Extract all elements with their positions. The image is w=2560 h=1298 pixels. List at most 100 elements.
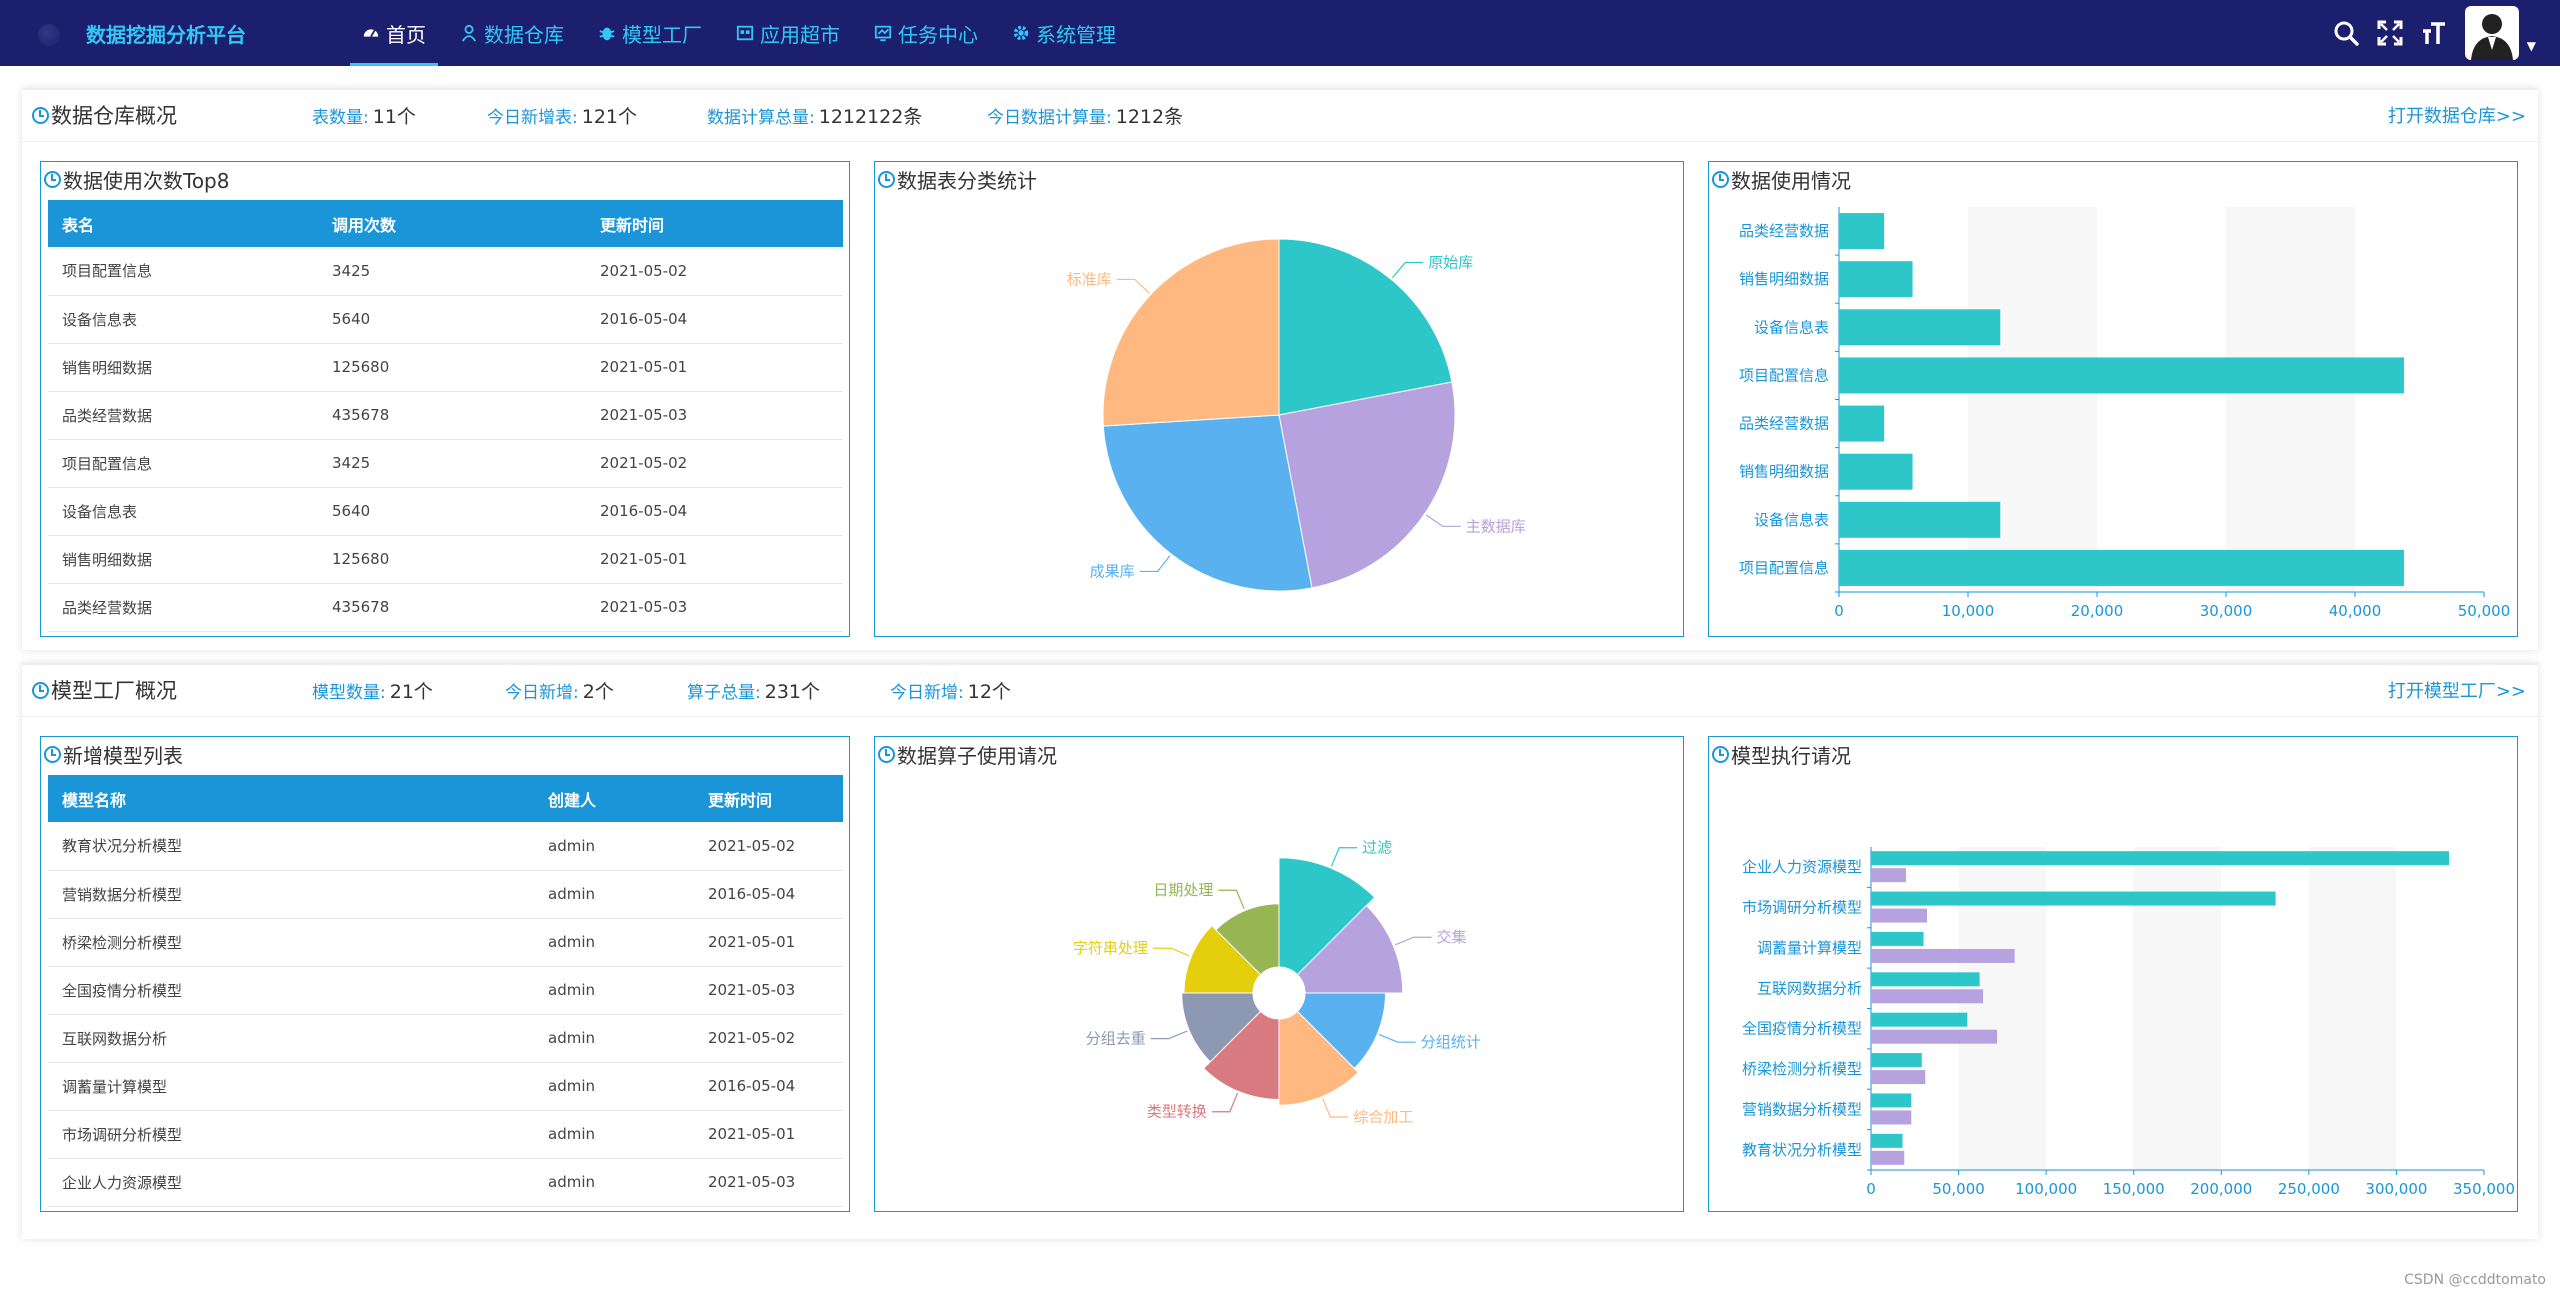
stat-table-count: 表数量: 11个 xyxy=(312,102,416,129)
nav-label-home: 首页 xyxy=(386,22,426,47)
fullscreen-button[interactable] xyxy=(2377,20,2403,46)
usage-bar-chart: 0 10,000 20,000 30,000 40,000 50,000项目配置信息设备信… xyxy=(1739,207,2510,620)
column-header: 调用次数 xyxy=(318,200,586,247)
panel-title-text: 数据使用情况 xyxy=(1731,169,1851,193)
nav-item-home[interactable]: 首页 xyxy=(350,0,438,66)
rose-slice xyxy=(1278,1010,1360,1106)
table-row[interactable]: 设备信息表 5640 2016-05-04 xyxy=(48,295,843,344)
table-row[interactable]: 企业人力资源模型 admin 2021-05-03 xyxy=(48,1158,843,1207)
y-tick-label: 教育状况分析模型 xyxy=(1742,1141,1862,1159)
nav-item-app-market[interactable]: 应用超市 xyxy=(724,0,852,66)
table-cell: 教育状况分析模型 xyxy=(48,822,534,871)
user-avatar-icon xyxy=(2470,14,2513,60)
table-cell: 2021-05-03 xyxy=(586,583,843,632)
stat-new-models: 今日新增: 2个 xyxy=(505,677,614,704)
table-row[interactable]: 互联网数据分析 admin 2021-05-02 xyxy=(48,1014,843,1063)
y-tick-label: 项目配置信息 xyxy=(1739,366,1829,384)
panel-title-text: 数据算子使用请况 xyxy=(897,744,1057,768)
table-row[interactable]: 调蓄量计算模型 admin 2016-05-04 xyxy=(48,1062,843,1111)
table-cell: 2021-05-01 xyxy=(586,343,843,392)
table-cell: 调蓄量计算模型 xyxy=(48,1062,534,1111)
stat-model-count: 模型数量: 21个 xyxy=(312,677,433,704)
open-factory-link[interactable]: 打开模型工厂>> xyxy=(2387,681,2526,702)
bar xyxy=(1871,1110,1912,1125)
bug-icon xyxy=(599,27,615,41)
stat-operator-total: 算子总量: 231个 xyxy=(687,677,820,704)
nav-item-system[interactable]: 系统管理 xyxy=(1000,0,1128,66)
label-line xyxy=(1379,1033,1416,1043)
font-size-icon xyxy=(2422,22,2445,44)
stat-value: 1212条 xyxy=(1115,106,1184,128)
bar xyxy=(1871,891,2276,906)
nav-item-model-factory[interactable]: 模型工厂 xyxy=(586,0,714,66)
table-cell: 2021-05-02 xyxy=(694,822,843,871)
bar xyxy=(1871,1133,1903,1148)
avatar-caret-icon[interactable]: ▼ xyxy=(2526,39,2536,53)
avatar[interactable] xyxy=(2464,6,2519,60)
warehouse-header: 数据仓库概况 表数量: 11个 今日新增表: 121个 数据计算总量: 1212… xyxy=(22,90,2538,142)
table-cell: 125680 xyxy=(318,535,586,584)
bar xyxy=(1839,309,2001,346)
search-button[interactable] xyxy=(2333,20,2359,46)
slice-label: 分组去重 xyxy=(1086,1030,1146,1048)
rose-slice xyxy=(1215,903,1280,976)
table-cell: admin xyxy=(534,1062,694,1111)
watermark: CSDN @ccddtomato xyxy=(2404,1272,2546,1288)
bar xyxy=(1871,1070,1926,1085)
logo-icon xyxy=(38,24,60,46)
table-row[interactable]: 销售明细数据 125680 2021-05-01 xyxy=(48,535,843,584)
table-row[interactable]: 全国疫情分析模型 admin 2021-05-03 xyxy=(48,966,843,1015)
table-cell: admin xyxy=(534,966,694,1015)
slice-label: 主数据库 xyxy=(1466,517,1526,535)
table-row[interactable]: 市场调研分析模型 admin 2021-05-01 xyxy=(48,1110,843,1159)
rose-slice xyxy=(1202,1010,1280,1101)
stat-label: 算子总量: xyxy=(687,683,761,703)
table-row[interactable]: 销售明细数据 125680 2021-05-01 xyxy=(48,343,843,392)
font-size-button[interactable] xyxy=(2421,20,2447,46)
factory-section: 模型工厂概况 模型数量: 21个 今日新增: 2个 算子总量: 231个 今日新… xyxy=(22,663,2538,1239)
table-cell: 全国疫情分析模型 xyxy=(48,966,534,1015)
table-row[interactable]: 教育状况分析模型 admin 2021-05-02 xyxy=(48,822,843,871)
panel-title: 模型执行请况 xyxy=(1712,740,1851,769)
pie-slice xyxy=(1102,414,1313,592)
x-tick-label: 250,000 xyxy=(2278,1180,2340,1198)
nav-label-warehouse: 数据仓库 xyxy=(484,22,564,47)
table-cell: admin xyxy=(534,1014,694,1063)
x-tick-label: 0 xyxy=(1834,602,1844,620)
table-row[interactable]: 项目配置信息 3425 2021-05-02 xyxy=(48,247,843,296)
factory-title: 模型工厂概况 xyxy=(32,675,177,705)
open-warehouse-link[interactable]: 打开数据仓库>> xyxy=(2387,106,2526,127)
stat-value: 121个 xyxy=(581,106,637,128)
pie-slice xyxy=(1278,238,1453,416)
bar xyxy=(1839,549,2405,586)
table-cell: admin xyxy=(534,1158,694,1207)
panel-title: 新增模型列表 xyxy=(44,740,183,769)
nav-item-warehouse[interactable]: 数据仓库 xyxy=(448,0,576,66)
nav-item-task-center[interactable]: 任务中心 xyxy=(862,0,990,66)
rose-slice xyxy=(1296,992,1387,1070)
rose-slice xyxy=(1181,992,1262,1063)
gear-icon xyxy=(1013,25,1029,41)
y-tick-label: 销售明细数据 xyxy=(1739,463,1829,481)
slice-label: 分组统计 xyxy=(1421,1033,1481,1051)
label-line xyxy=(1139,555,1171,573)
panel-title-text: 新增模型列表 xyxy=(63,744,183,768)
panel-title: 数据使用次数Top8 xyxy=(44,165,229,194)
slice-label: 日期处理 xyxy=(1153,881,1213,899)
factory-header: 模型工厂概况 模型数量: 21个 今日新增: 2个 算子总量: 231个 今日新… xyxy=(22,665,2538,717)
rose-slice xyxy=(1278,857,1376,976)
table-row[interactable]: 品类经营数据 435678 2021-05-03 xyxy=(48,583,843,632)
table-row[interactable]: 项目配置信息 3425 2021-05-02 xyxy=(48,439,843,488)
bar xyxy=(1839,261,1913,298)
table-row[interactable]: 品类经营数据 435678 2021-05-03 xyxy=(48,391,843,440)
table-row[interactable]: 营销数据分析模型 admin 2016-05-04 xyxy=(48,870,843,919)
slice-label: 成果库 xyxy=(1090,562,1135,580)
table-row[interactable]: 桥梁检测分析模型 admin 2021-05-01 xyxy=(48,918,843,967)
bar xyxy=(1871,1150,1905,1165)
bar xyxy=(1871,1029,1998,1044)
x-tick-label: 300,000 xyxy=(2365,1180,2427,1198)
table-row[interactable]: 设备信息表 5640 2016-05-04 xyxy=(48,487,843,536)
search-icon xyxy=(2334,21,2359,46)
